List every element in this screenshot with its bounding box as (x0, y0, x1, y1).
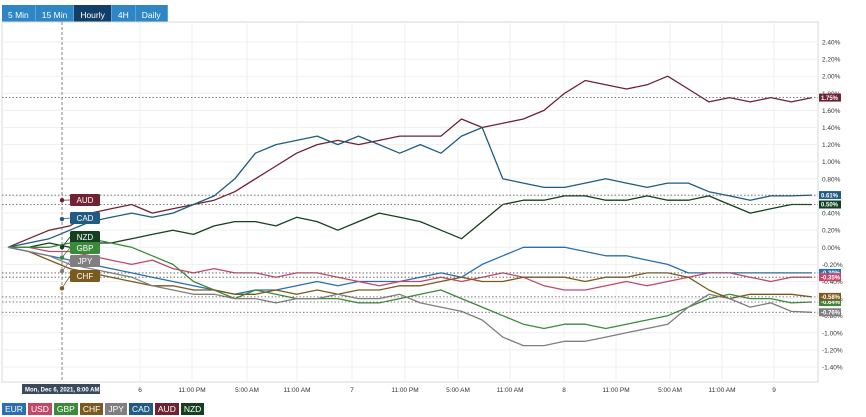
crosshair-tag-nzd[interactable] (70, 231, 100, 243)
y-tick-label: 0.00% (822, 245, 841, 252)
crosshair-connector (61, 260, 71, 272)
tab-5-min[interactable]: 5 Min (2, 5, 36, 25)
series-line-usd (8, 246, 812, 291)
legend-jpy[interactable]: JPY (105, 403, 127, 415)
y-tick-label: -1.40% (822, 365, 843, 372)
legend-chf[interactable]: CHF (79, 403, 104, 415)
crosshair-connector (61, 217, 71, 220)
x-tick-label: 8 (562, 387, 566, 394)
x-tick-label: 11:00 AM (497, 387, 524, 394)
tab-hourly[interactable]: Hourly (74, 5, 112, 25)
series-line-chf (7, 246, 813, 300)
series-line-jpy (7, 246, 813, 347)
x-tick-label: 11:00 PM (391, 387, 418, 394)
y-tick-label: -0.20% (822, 262, 843, 269)
series-line-gbp (8, 238, 813, 330)
end-value-tag-eur (819, 268, 841, 277)
crosshair-tag-jpy[interactable] (70, 255, 100, 267)
x-tick-label: 5:00 AM (658, 387, 682, 394)
end-value-label: -0.35% (821, 275, 841, 281)
x-tick-label: 11:00 AM (709, 387, 736, 394)
end-value-label: 1.75% (821, 96, 839, 102)
end-value-label: 0.61% (821, 193, 839, 199)
crosshair-tag-chf[interactable] (70, 270, 100, 282)
y-tick-label: 1.00% (822, 159, 841, 166)
end-value-tag-aud (819, 93, 841, 102)
end-value-label: 0.50% (821, 203, 839, 209)
plot-frame (1, 21, 819, 383)
crosshair-connector (61, 236, 71, 248)
currency-legend: EUR USD GBP CHF JPY CAD AUD NZD (2, 403, 205, 415)
series-line-eur (7, 246, 812, 295)
series-line-aud (7, 75, 813, 248)
end-value-tag-chf (819, 292, 841, 301)
end-value-tag-usd (819, 273, 841, 282)
legend-gbp[interactable]: GBP (53, 403, 78, 415)
crosshair-tag-label: NZD (77, 233, 94, 242)
crosshair-date-label: Mon, Dec 6, 2021, 8:00 AM (25, 388, 99, 394)
crosshair-date-box (22, 384, 100, 394)
legend-eur[interactable]: EUR (2, 403, 26, 415)
series-line-cad (7, 126, 813, 248)
legend-aud[interactable]: AUD (154, 403, 179, 415)
y-tick-label: -0.80% (822, 313, 843, 320)
y-tick-label: 1.20% (822, 142, 841, 149)
end-value-label: -0.64% (821, 300, 841, 306)
y-tick-label: 1.40% (822, 125, 841, 132)
tab-15-min[interactable]: 15 Min (35, 5, 75, 25)
y-tick-label: 1.60% (822, 108, 841, 115)
series-line-nzd (8, 195, 812, 248)
crosshair-tag-label: CHF (77, 272, 94, 281)
y-tick-label: -1.00% (822, 330, 843, 337)
legend-cad[interactable]: CAD (128, 403, 153, 415)
y-tick-label: -0.40% (822, 279, 843, 286)
end-value-tag-cad (819, 191, 841, 200)
end-value-label: -0.76% (821, 310, 841, 316)
y-tick-label: 0.20% (822, 228, 841, 235)
crosshair-tag-aud[interactable] (70, 194, 100, 206)
crosshair-tag-label: CAD (77, 214, 94, 223)
end-value-tag-gbp (819, 298, 841, 306)
y-tick-label: 0.40% (822, 211, 841, 218)
y-tick-label: -1.20% (822, 347, 843, 354)
tab-daily[interactable]: Daily (135, 5, 168, 25)
crosshair-tag-label: JPY (78, 257, 93, 266)
y-tick-label: 2.40% (822, 40, 841, 47)
x-tick-label: 11:00 AM (284, 387, 311, 394)
x-tick-label: 5:00 AM (446, 387, 470, 394)
crosshair-connector (61, 247, 71, 258)
legend-nzd[interactable]: NZD (180, 403, 205, 415)
crosshair-connector (61, 275, 71, 289)
y-tick-label: 2.00% (822, 74, 841, 81)
timeframe-tabs: 5 Min 15 Min Hourly 4H Daily (2, 5, 168, 25)
end-value-tag-jpy (819, 308, 841, 317)
x-tick-label: 11:00 PM (602, 387, 629, 394)
x-tick-label: 6 (138, 387, 142, 394)
end-value-tag-nzd (819, 200, 841, 209)
crosshair-tag-cad[interactable] (70, 212, 100, 224)
crosshair-tag-gbp[interactable] (70, 242, 100, 254)
x-tick-label: 5:00 AM (235, 387, 259, 394)
x-tick-label: 7 (350, 387, 354, 394)
end-value-label: -0.58% (821, 295, 841, 301)
tab-4h[interactable]: 4H (111, 5, 136, 25)
crosshair-tag-label: AUD (77, 196, 94, 205)
x-tick-label: 11:00 PM (178, 387, 205, 394)
x-tick-label: 9 (772, 387, 776, 394)
legend-usd[interactable]: USD (27, 403, 52, 415)
y-tick-label: 2.20% (822, 57, 841, 64)
crosshair-tag-label: GBP (77, 244, 94, 253)
y-tick-label: 0.80% (822, 176, 841, 183)
